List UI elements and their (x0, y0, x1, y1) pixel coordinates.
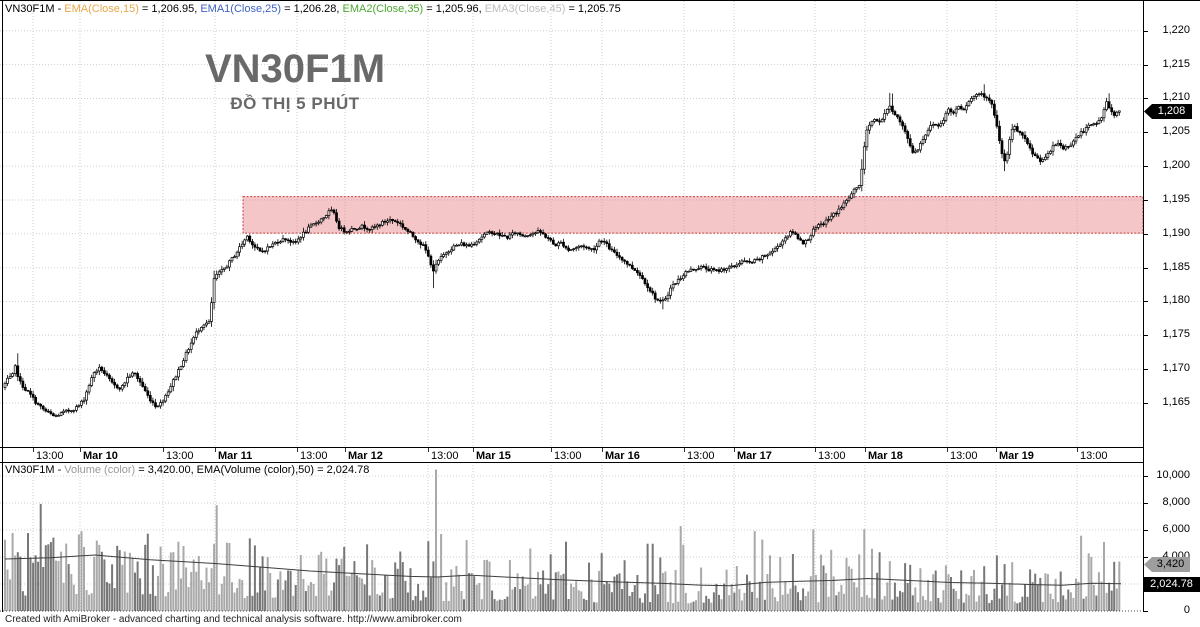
time-axis-bottom-border (0, 462, 1144, 463)
time-axis-label: 13:00 (36, 450, 64, 462)
time-axis-tick (996, 448, 997, 452)
time-axis-label: 13:00 (687, 450, 715, 462)
time-axis-label: 13:00 (950, 450, 978, 462)
price-axis-tick (1143, 98, 1148, 99)
volume-axis-tick (1143, 503, 1148, 504)
price-pane-header: VN30F1M - EMA(Close,15) = 1,206.95, EMA1… (5, 3, 621, 15)
price-axis-tick (1143, 132, 1148, 133)
price-axis-label: 1,195 (1162, 193, 1190, 205)
volume-ema-marker: 2,024.78 (1143, 577, 1200, 592)
time-axis-label: 13:00 (431, 450, 459, 462)
price-axis-label: 1,220 (1162, 24, 1190, 36)
price-axis-tick (1143, 301, 1148, 302)
time-axis-tick (602, 448, 603, 452)
price-axis-tick (1143, 31, 1148, 32)
time-axis-tick (473, 448, 474, 452)
time-axis-tick (684, 448, 685, 452)
price-axis-label: 1,215 (1162, 58, 1190, 70)
time-axis-label: 13:00 (166, 450, 194, 462)
volume-value-marker: 3,420 (1144, 557, 1190, 572)
volume-axis-label: 6,000 (1162, 523, 1190, 535)
header-segment: EMA1(Close,25) (200, 3, 282, 15)
volume-axis-tick (1143, 611, 1148, 612)
price-axis-tick (1143, 335, 1148, 336)
volume-axis-tick (1143, 476, 1148, 477)
price-axis-tick (1143, 369, 1148, 370)
time-axis-tick (297, 448, 298, 452)
time-axis-label: Mar 17 (737, 450, 772, 462)
last-price-marker: 1,208 (1144, 104, 1192, 119)
price-axis-tick (1143, 200, 1148, 201)
header-segment: = 3,420.00, EMA(Volume (color),50) = 2,0… (135, 464, 370, 476)
header-segment: EMA3(Close,45) (484, 3, 566, 15)
time-axis-label: 13:00 (1080, 450, 1108, 462)
time-axis-top-border (0, 447, 1144, 448)
volume-axis-label: 8,000 (1162, 496, 1190, 508)
volume-axis-label: 0 (1183, 604, 1190, 616)
price-axis-tick (1143, 234, 1148, 235)
header-segment: EMA(Close,15) (64, 3, 139, 15)
time-axis-tick (80, 448, 81, 452)
time-axis-label: Mar 11 (218, 450, 253, 462)
time-axis-tick (428, 448, 429, 452)
time-axis-label: Mar 12 (348, 450, 383, 462)
price-axis-label: 1,190 (1162, 227, 1190, 239)
time-axis-tick (345, 448, 346, 452)
header-segment: VN30F1M - (5, 3, 65, 15)
candlestick-chart[interactable] (0, 1, 1143, 447)
amibroker-credit: Created with AmiBroker - advanced charti… (5, 614, 462, 625)
time-axis-label: Mar 10 (83, 450, 118, 462)
header-segment: EMA2(Close,35) (342, 3, 424, 15)
time-axis-tick (734, 448, 735, 452)
time-axis-label: 13:00 (818, 450, 846, 462)
time-axis-tick (865, 448, 866, 452)
price-axis-label: 1,175 (1162, 328, 1190, 340)
price-axis-label: 1,185 (1162, 261, 1190, 273)
price-axis-label: 1,205 (1162, 125, 1190, 137)
header-segment: Volume (color) (64, 464, 136, 476)
time-axis-tick (551, 448, 552, 452)
time-axis-label: 13:00 (300, 450, 328, 462)
volume-axis-label: 10,000 (1156, 469, 1190, 481)
axis-divider-line (1143, 1, 1144, 612)
header-segment: VN30F1M - (5, 464, 65, 476)
time-axis-tick (947, 448, 948, 452)
price-axis-label: 1,180 (1162, 294, 1190, 306)
time-axis-label: Mar 18 (868, 450, 903, 462)
volume-pane-header: VN30F1M - Volume (color) = 3,420.00, EMA… (5, 464, 369, 476)
price-axis-tick (1143, 268, 1148, 269)
time-axis-label: Mar 16 (605, 450, 640, 462)
volume-chart[interactable] (0, 462, 1143, 612)
price-axis-tick (1143, 65, 1148, 66)
time-axis-tick (163, 448, 164, 452)
price-axis-label: 1,170 (1162, 362, 1190, 374)
time-axis-label: Mar 19 (999, 450, 1034, 462)
price-axis-label: 1,210 (1162, 91, 1190, 103)
time-axis-tick (33, 448, 34, 452)
price-axis-label: 1,165 (1162, 396, 1190, 408)
header-segment: = 1,205.96, (423, 3, 485, 15)
price-axis-tick (1143, 403, 1148, 404)
price-axis-tick (1143, 166, 1148, 167)
volume-axis-tick (1143, 557, 1148, 558)
header-segment: = 1,206.95, (138, 3, 201, 15)
plot-left-border (2, 1, 3, 612)
header-segment: = 1,206.28, (281, 3, 343, 15)
header-segment: = 1,205.75 (565, 3, 621, 15)
time-axis-tick (1077, 448, 1078, 452)
volume-axis-tick (1143, 530, 1148, 531)
price-axis-label: 1,200 (1162, 159, 1190, 171)
time-axis-label: Mar 15 (476, 450, 511, 462)
time-axis-tick (215, 448, 216, 452)
time-axis-label: 13:00 (554, 450, 582, 462)
time-axis-tick (815, 448, 816, 452)
